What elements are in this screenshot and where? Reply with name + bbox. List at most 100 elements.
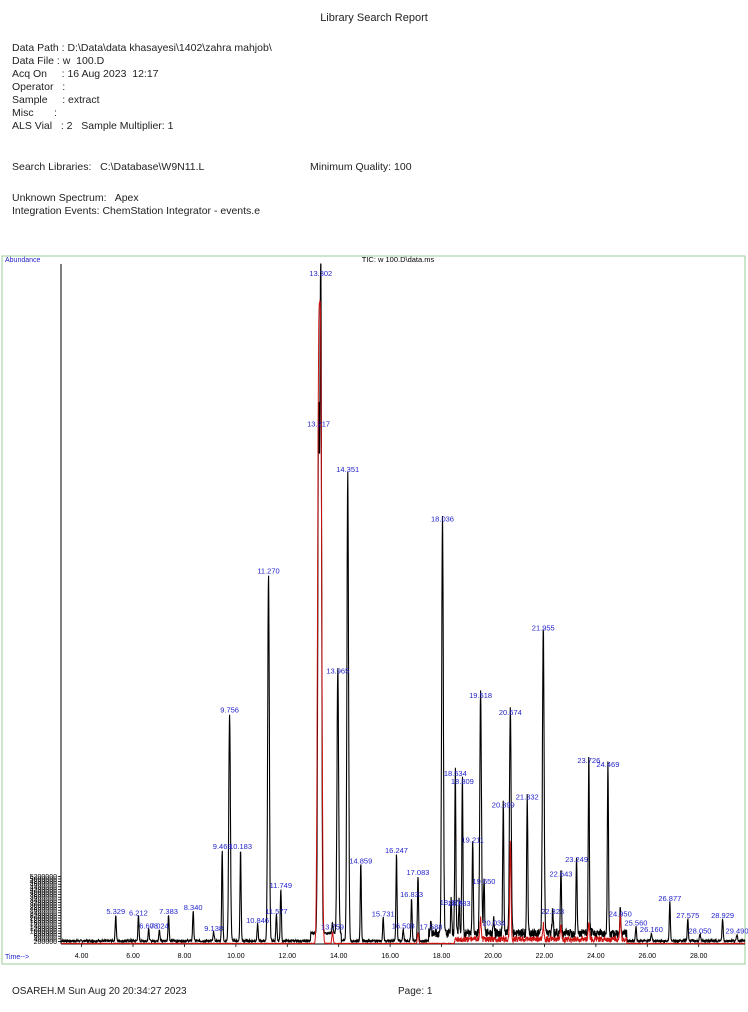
peak-label: 14.859	[349, 856, 372, 865]
peak-label: 9.756	[220, 705, 239, 714]
y-tick-label: 2800000	[30, 905, 57, 912]
peak-label: 18.036	[431, 514, 454, 523]
data-path: Data Path : D:\Data\data khasayesi\1402\…	[12, 42, 272, 54]
x-tick-label: 20.00	[484, 953, 502, 960]
peak-label: 20.399	[492, 800, 515, 809]
y-tick-label: 4000000	[30, 889, 57, 896]
peak-label: 6.608	[139, 921, 158, 930]
peak-label: 11.577	[265, 907, 287, 916]
peak-label: 19.650	[473, 877, 496, 886]
x-tick-label: 18.00	[433, 953, 451, 960]
operator: Operator :	[12, 81, 66, 93]
y-tick-label: 1200000	[30, 926, 57, 933]
x-tick-label: 10.00	[227, 953, 245, 960]
y-tick-label: 2400000	[30, 910, 57, 917]
peak-label: 14.351	[336, 465, 359, 474]
y-tick-label: 800000	[34, 931, 57, 938]
peak-label: 9.138	[204, 924, 223, 933]
x-tick-label: 6.00	[126, 953, 140, 960]
peak-label: 24.469	[596, 760, 619, 769]
y-tick-label: 5000000	[30, 876, 57, 883]
minimum-quality: Minimum Quality: 100	[310, 161, 412, 173]
peak-label: 19.211	[462, 835, 484, 844]
peak-label: 17.588	[420, 923, 443, 932]
x-tick-label: 8.00	[178, 953, 192, 960]
x-tick-label: 22.00	[536, 953, 554, 960]
peak-label: 20.034	[482, 919, 505, 928]
peak-label: 16.247	[385, 846, 408, 855]
peak-label: 26.877	[658, 894, 681, 903]
y-tick-label: 2600000	[30, 908, 57, 915]
peak-label: 10.183	[229, 842, 252, 851]
y-tick-label: 3400000	[30, 897, 57, 904]
unknown-spectrum: Unknown Spectrum: Apex	[12, 192, 139, 204]
y-tick-label: 4600000	[30, 882, 57, 889]
peak-label: 6.212	[129, 908, 148, 917]
peak-label: 5.329	[106, 907, 125, 916]
y-tick-label: 4800000	[30, 879, 57, 886]
peak-label: 7.024	[150, 921, 169, 930]
y-tick-label: 200000	[34, 939, 57, 946]
x-tick-label: 26.00	[639, 953, 657, 960]
acq-on: Acq On : 16 Aug 2023 12:17	[12, 68, 159, 80]
peak-label: 13.302	[309, 269, 332, 278]
peak-label: 16.508	[392, 921, 415, 930]
y-tick-label: 1800000	[30, 918, 57, 925]
x-tick-label: 16.00	[381, 953, 399, 960]
peak-label: 18.809	[451, 777, 474, 786]
footer-left: OSAREH.M Sun Aug 20 20:34:27 2023	[12, 986, 187, 997]
y-tick-label: 1000000	[30, 928, 57, 935]
x-tick-label: 24.00	[587, 953, 605, 960]
als-vial: ALS Vial : 2 Sample Multiplier: 1	[12, 120, 174, 132]
y-axis-label: Abundance	[5, 257, 41, 264]
peak-label: 8.340	[184, 903, 203, 912]
overlay-trace	[60, 299, 746, 945]
peak-label: 18.534	[444, 769, 467, 778]
peak-label: 11.270	[257, 566, 279, 575]
peak-label: 18.683	[448, 899, 471, 908]
peak-label: 23.726	[577, 756, 600, 765]
peak-label: 27.575	[676, 911, 699, 920]
footer-page: Page: 1	[398, 986, 433, 997]
peak-label: 24.950	[609, 910, 632, 919]
peak-label: 13.759	[321, 923, 344, 932]
peak-label: 19.518	[469, 691, 492, 700]
sample: Sample : extract	[12, 94, 100, 106]
peak-label: 21.955	[532, 624, 555, 633]
x-tick-label: 28.00	[690, 953, 708, 960]
y-tick-label: 4400000	[30, 884, 57, 891]
peak-label: 17.083	[407, 868, 430, 877]
peak-label: 20.674	[499, 708, 522, 717]
peak-label: 16.833	[400, 890, 423, 899]
y-tick-label: 4200000	[30, 887, 57, 894]
peak-label: 10.846	[246, 916, 269, 925]
peak-label: 25.560	[624, 919, 647, 928]
peak-label: 29.490	[726, 926, 748, 935]
y-tick-label: 400000	[34, 936, 57, 943]
y-tick-label: 1600000	[30, 921, 57, 928]
y-tick-label: 3200000	[30, 900, 57, 907]
y-tick-label: 3000000	[30, 902, 57, 909]
x-tick-label: 12.00	[279, 953, 297, 960]
peak-label: 7.383	[159, 907, 178, 916]
peak-label: 28.050	[689, 926, 712, 935]
y-tick-label: 600000	[34, 934, 57, 941]
y-tick-label: 3800000	[30, 892, 57, 899]
peak-label: 28.929	[711, 911, 734, 920]
misc: Misc :	[12, 107, 57, 119]
tic-chromatogram: Abundance Time--> TIC: w 100.D\data.ms 2000…	[1, 255, 748, 965]
peak-label: 26.160	[640, 925, 663, 934]
data-file: Data File : w 100.D	[12, 55, 105, 67]
peak-label: 18.374	[440, 898, 463, 907]
y-tick-label: 2200000	[30, 913, 57, 920]
y-tick-label: 3600000	[30, 895, 57, 902]
peak-label: 13.965	[326, 666, 349, 675]
peak-label: 9.469	[213, 842, 232, 851]
x-axis-label: Time-->	[5, 954, 29, 961]
x-tick-label: 4.00	[75, 953, 89, 960]
peak-label: 22.643	[549, 869, 572, 878]
chart-title: TIC: w 100.D\data.ms	[362, 255, 435, 264]
integration-events: Integration Events: ChemStation Integrat…	[12, 205, 261, 217]
peak-label: 15.731	[372, 910, 395, 919]
peak-label: 21.332	[516, 793, 539, 802]
